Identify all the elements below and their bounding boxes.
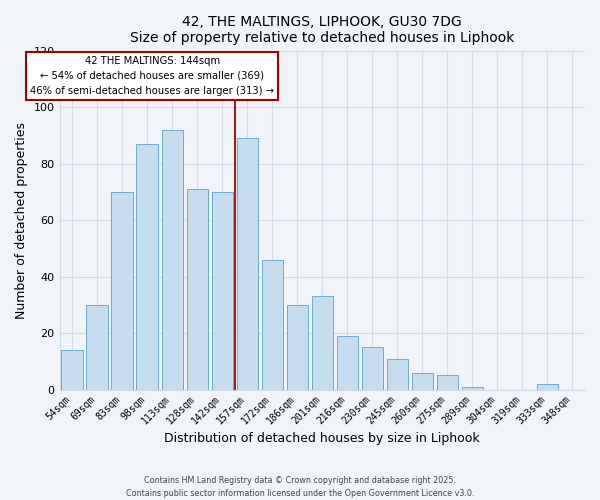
- Bar: [437, 376, 458, 390]
- Bar: [236, 138, 258, 390]
- Bar: [136, 144, 158, 390]
- Bar: [311, 296, 333, 390]
- Bar: [161, 130, 183, 390]
- Bar: [412, 372, 433, 390]
- Bar: [112, 192, 133, 390]
- Bar: [337, 336, 358, 390]
- Bar: [387, 358, 408, 390]
- Bar: [287, 305, 308, 390]
- Bar: [362, 347, 383, 390]
- Bar: [262, 260, 283, 390]
- Text: 42 THE MALTINGS: 144sqm
← 54% of detached houses are smaller (369)
46% of semi-d: 42 THE MALTINGS: 144sqm ← 54% of detache…: [30, 56, 274, 96]
- Title: 42, THE MALTINGS, LIPHOOK, GU30 7DG
Size of property relative to detached houses: 42, THE MALTINGS, LIPHOOK, GU30 7DG Size…: [130, 15, 514, 45]
- Bar: [462, 387, 483, 390]
- X-axis label: Distribution of detached houses by size in Liphook: Distribution of detached houses by size …: [164, 432, 480, 445]
- Bar: [212, 192, 233, 390]
- Text: Contains HM Land Registry data © Crown copyright and database right 2025.
Contai: Contains HM Land Registry data © Crown c…: [126, 476, 474, 498]
- Bar: [537, 384, 558, 390]
- Bar: [86, 305, 108, 390]
- Bar: [61, 350, 83, 390]
- Y-axis label: Number of detached properties: Number of detached properties: [15, 122, 28, 318]
- Bar: [187, 189, 208, 390]
